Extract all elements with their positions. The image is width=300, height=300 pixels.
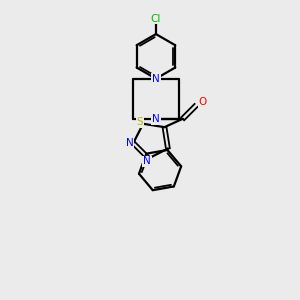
Text: N: N (152, 74, 160, 84)
Text: Cl: Cl (151, 14, 161, 24)
Text: O: O (199, 98, 207, 107)
Text: N: N (152, 114, 160, 124)
Text: N: N (126, 138, 134, 148)
Text: S: S (137, 117, 143, 127)
Text: N: N (143, 156, 151, 167)
